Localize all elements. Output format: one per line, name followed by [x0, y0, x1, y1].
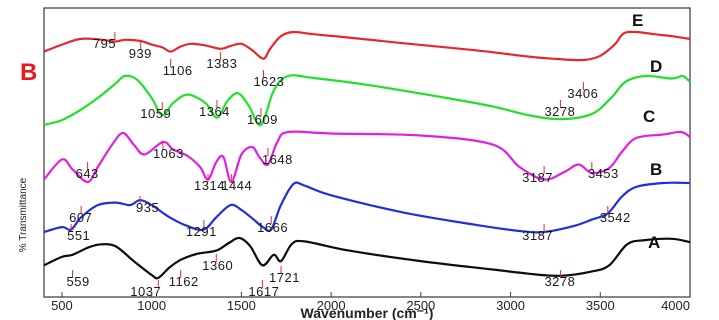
peak-label: 795: [93, 36, 116, 51]
series-line-c: [43, 130, 691, 184]
peak-label: 3542: [600, 210, 631, 225]
peak-label: 1666: [257, 220, 288, 235]
peak-label: 1037: [130, 284, 161, 299]
peak-label: 3187: [522, 228, 553, 243]
series-line-b: [43, 181, 691, 234]
peak-label: 551: [67, 228, 90, 243]
peak-label: 1648: [262, 152, 293, 167]
y-axis-title: % Transmittance: [18, 177, 29, 252]
peak-label: 1617: [248, 284, 279, 299]
peak-label: 643: [76, 166, 99, 181]
peak-label: 607: [69, 210, 92, 225]
peak-label: 1623: [253, 74, 284, 89]
series-label-c: C: [643, 107, 655, 126]
peak-label: 1063: [153, 146, 184, 161]
series-line-e: [43, 30, 691, 62]
x-tick-label: 1500: [227, 298, 256, 313]
peak-label: 1106: [163, 63, 193, 78]
plot-frame: [43, 7, 691, 298]
peak-label: 935: [136, 200, 159, 215]
peak-label: 1364: [199, 104, 230, 119]
x-tick-label: 2500: [406, 298, 435, 313]
peak-label: 1360: [202, 258, 233, 273]
peak-label: 1314: [194, 178, 225, 193]
x-tick-label: 3000: [496, 298, 525, 313]
peak-label: 3187: [522, 170, 553, 185]
peak-label: 1059: [140, 106, 171, 121]
series-label-e: E: [632, 11, 643, 30]
peak-label: 3453: [588, 166, 619, 181]
x-tick-label: 500: [51, 298, 73, 313]
x-tick-label: 4000: [661, 298, 690, 313]
peak-label: 1721: [269, 270, 300, 285]
peak-label: 1291: [186, 224, 217, 239]
series-label-a: A: [648, 233, 660, 252]
peak-label: 3278: [544, 104, 575, 119]
peak-label: 559: [67, 274, 90, 289]
peak-label: 939: [129, 46, 152, 61]
x-axis-title: Wavenumber (cm⁻¹): [301, 305, 434, 320]
x-tick-label: 2000: [317, 298, 346, 313]
peak-label: 1162: [169, 274, 199, 289]
panel-label: B: [20, 59, 37, 86]
x-tick-label: 1000: [137, 298, 166, 313]
peak-label: 3406: [567, 86, 598, 101]
peak-label: 1609: [247, 112, 278, 127]
peak-label: 1383: [206, 56, 237, 71]
peak-label: 1444: [221, 178, 252, 193]
peak-label: 3278: [544, 274, 575, 289]
series-label-d: D: [650, 57, 662, 76]
series-label-b: B: [650, 160, 662, 179]
series-line-d: [43, 74, 691, 127]
series-line-a: [43, 236, 691, 280]
x-tick-label: 3500: [586, 298, 615, 313]
